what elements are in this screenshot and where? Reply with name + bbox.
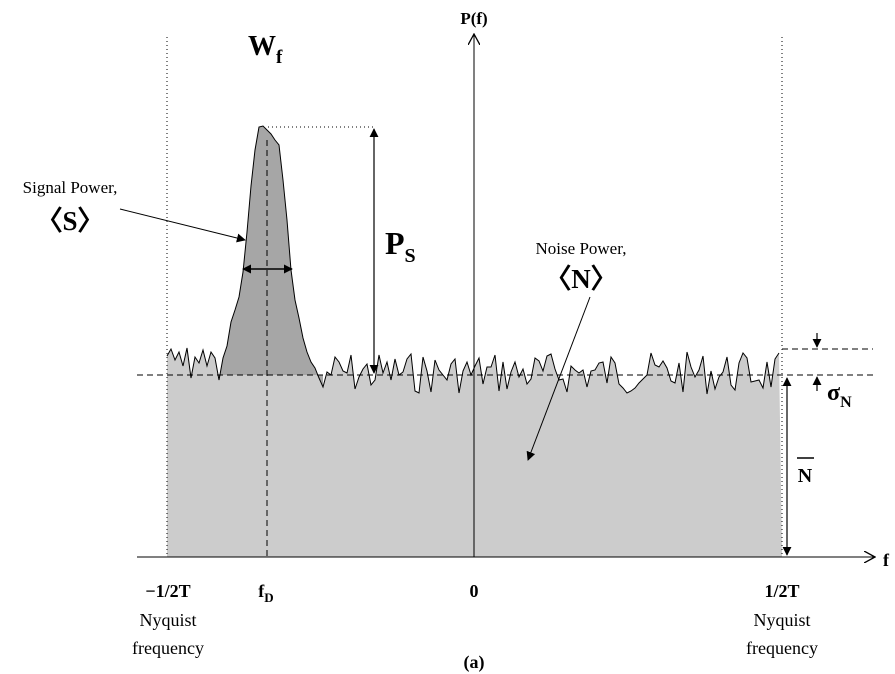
x-axis-label: f <box>883 550 890 570</box>
peak-power-label: PS <box>385 225 416 267</box>
noise-power-symbol: 〈N〉 <box>544 264 618 294</box>
y-axis-label: P(f) <box>460 9 487 28</box>
tick-fd: fD <box>258 581 273 605</box>
signal-pointer-arrow <box>119 208 246 243</box>
nyquist-right-label-1: Nyquist <box>753 610 810 630</box>
figure-caption: (a) <box>464 652 485 673</box>
spectrum-curve <box>166 125 780 395</box>
tick-left: −1/2T <box>145 581 190 601</box>
nyquist-left-label-1: Nyquist <box>139 610 196 630</box>
nyquist-right-label-2: frequency <box>746 638 818 658</box>
sigma-noise-label: σN <box>827 380 852 411</box>
width-label: Wf <box>248 31 283 68</box>
noise-power-label: Noise Power, <box>536 239 627 258</box>
signal-power-label: Signal Power, <box>23 178 118 197</box>
tick-zero: 0 <box>470 581 479 601</box>
signal-power-symbol: 〈S〉 <box>35 206 104 236</box>
mean-noise-label: N <box>798 465 813 487</box>
noise-pointer-arrow <box>526 296 591 461</box>
signal-peak-area <box>219 126 323 387</box>
nyquist-left-label-2: frequency <box>132 638 204 658</box>
tick-right: 1/2T <box>764 581 799 601</box>
noise-spectrum-area <box>167 126 782 557</box>
